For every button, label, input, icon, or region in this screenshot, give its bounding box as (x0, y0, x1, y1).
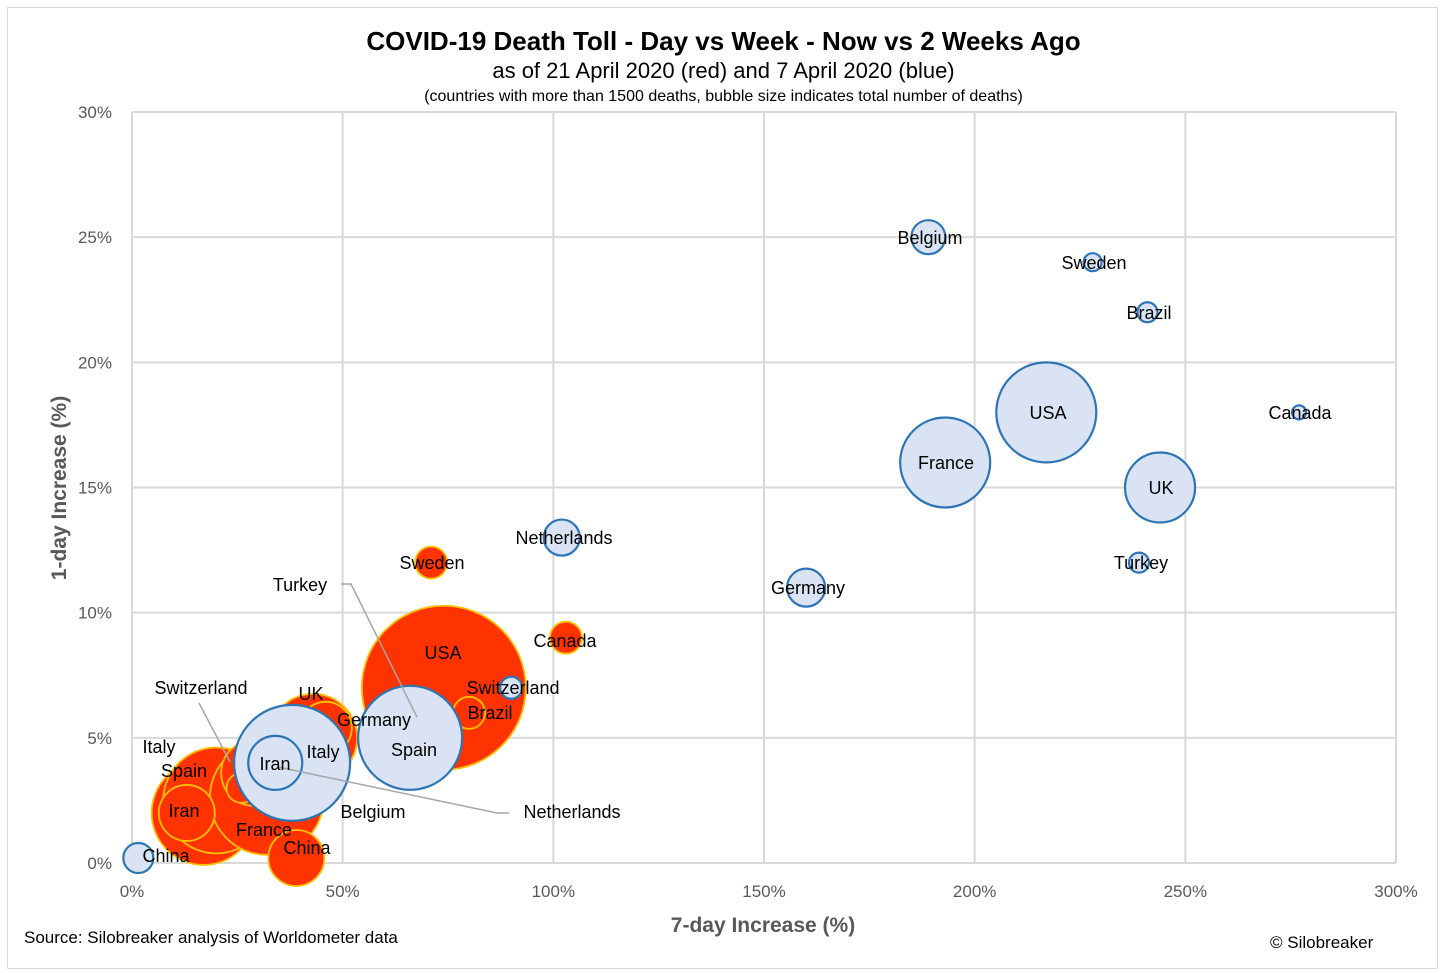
y-tick-label: 25% (78, 228, 112, 247)
bubble-label: China (142, 846, 190, 866)
y-tick-label: 0% (87, 854, 112, 873)
bubble-blue-canada (1290, 404, 1308, 421)
bubble-red-canada (549, 620, 583, 655)
y-tick-label: 5% (87, 729, 112, 748)
bubble-blue-usa (995, 361, 1098, 464)
bubble-red-iran (157, 784, 216, 842)
bubble-label: Canada (1268, 403, 1332, 423)
bubble-label: Turkey (1114, 553, 1168, 573)
y-tick-label: 30% (78, 103, 112, 122)
bubble-label: Switzerland (154, 678, 247, 698)
bubble-label: UK (1148, 478, 1173, 498)
leader-line (198, 702, 231, 763)
bubble-blue-france (899, 416, 992, 509)
x-tick-label: 100% (532, 882, 575, 901)
bubble-label: Belgium (897, 228, 962, 248)
bubble-label: Sweden (1061, 253, 1126, 273)
bubble-label: Italy (306, 742, 339, 762)
bubble-label: Belgium (340, 802, 405, 822)
y-tick-label: 20% (78, 353, 112, 372)
bubble-blue-belgium (910, 219, 947, 256)
bubble-label: France (918, 453, 974, 473)
bubble-label: Netherlands (515, 528, 612, 548)
bubble-blue-germany (786, 567, 827, 608)
x-tick-label: 50% (326, 882, 360, 901)
bubble-label: UK (298, 684, 323, 704)
x-tick-label: 0% (120, 882, 145, 901)
axis-ticks: 0% 50% 100% 150% 200% 250% 300% 0% 5% 10% 15% 20% 25… (78, 103, 1418, 901)
bubble-label: Netherlands (523, 802, 620, 822)
chart-subtitle: as of 21 April 2020 (red) and 7 April 20… (492, 58, 955, 83)
x-tick-label: 150% (742, 882, 785, 901)
bubble-red-sweden (414, 545, 449, 580)
bubble-blue-netherlands (542, 518, 581, 557)
bubble-blue-iran (247, 734, 304, 791)
copyright-note: © Silobreaker (1270, 933, 1374, 952)
bubble-blue-spain (356, 684, 464, 791)
bubble-red-china (267, 829, 326, 887)
y-tick-label: 15% (78, 479, 112, 498)
bubble-blue-turkey (1127, 551, 1151, 574)
bubble-label: Brazil (1126, 303, 1171, 323)
bubble-label: USA (424, 643, 461, 663)
bubble-label: Iran (259, 754, 290, 774)
bubble-blue-uk (1123, 451, 1197, 524)
bubble-label: Germany (771, 578, 845, 598)
bubble-blue-china (122, 841, 155, 875)
bubble-label: Spain (391, 740, 437, 760)
bubble-label: China (283, 838, 331, 858)
bubble-label: Spain (161, 761, 207, 781)
bubble-label: Canada (533, 631, 597, 651)
series-7-april-bubbles (122, 219, 1308, 875)
bubble-label: Brazil (467, 703, 512, 723)
leader-line (341, 583, 418, 718)
bubble-blue-switzerland (499, 675, 524, 700)
y-tick-label: 10% (78, 604, 112, 623)
x-axis-title: 7-day Increase (%) (671, 914, 855, 937)
x-tick-label: 300% (1374, 882, 1417, 901)
bubble-blue-sweden (1082, 252, 1103, 273)
bubble-label: Iran (168, 801, 199, 821)
source-note: Source: Silobreaker analysis of Worldome… (24, 928, 398, 947)
bubble-label: Germany (337, 710, 411, 730)
bubble-blue-brazil (1136, 301, 1159, 324)
bubble-label: Turkey (273, 575, 327, 595)
leader-lines (198, 583, 509, 814)
chart-title: COVID-19 Death Toll - Day vs Week - Now … (366, 26, 1081, 56)
x-tick-label: 200% (953, 882, 996, 901)
x-tick-label: 250% (1164, 882, 1207, 901)
bubble-label: Italy (142, 737, 175, 757)
y-axis-title: 1-day Increase (%) (48, 396, 71, 580)
bubble-label: Switzerland (466, 678, 559, 698)
leader-line (277, 766, 509, 814)
chart-note: (countries with more than 1500 deaths, b… (424, 88, 1023, 105)
bubble-label: USA (1029, 403, 1066, 423)
bubble-label: France (236, 820, 292, 840)
bubble-label: Sweden (399, 553, 464, 573)
